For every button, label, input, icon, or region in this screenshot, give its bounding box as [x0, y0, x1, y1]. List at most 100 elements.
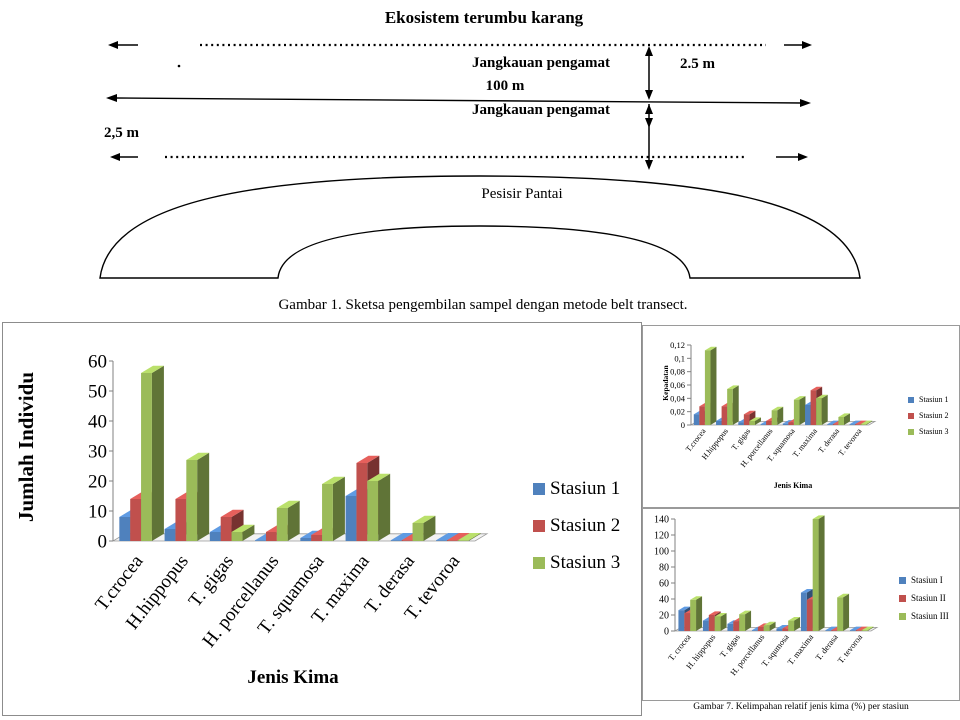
- legend-swatch-stasiun-i: [899, 577, 906, 584]
- vertical-arrowhead-mid: [645, 90, 653, 100]
- y-tick-label: 80: [659, 563, 669, 574]
- bar-stasiun-3-t-gigas: [749, 421, 755, 425]
- bar-top-stasiun-3-t-gigas: [231, 524, 255, 532]
- main-chart-panel: 0 10 20 30 40 50 60 T.crocea H.hippopus T. gigas H…: [2, 322, 642, 716]
- bar-stasiun-2-h-porcellanus: [766, 421, 772, 425]
- bar-stasiun-ii-t-squmosa: [782, 628, 789, 631]
- y-tick-label: 0,1: [674, 353, 685, 363]
- bar-stasiun-3-t-tevoroa: [457, 540, 469, 541]
- legend-label-stasiun-3: Stasiun 3: [550, 552, 620, 573]
- bar-stasiun-2-t-maxima: [810, 390, 817, 425]
- transect-left-arrowhead: [106, 94, 117, 102]
- bar-stasiun-ii-h-porcellanus: [757, 627, 764, 631]
- bar-stasiun-2-t-tevoroa: [446, 540, 458, 541]
- bar-stasiun-3-t-crocea: [141, 373, 152, 541]
- bar-top-stasiun-3-t-squamosa: [322, 476, 345, 484]
- y-tick-label: 0: [681, 420, 685, 430]
- bar-stasiun-3-h-porcellanus: [771, 410, 778, 425]
- bar-stasiun-1-h-hippopus: [716, 421, 722, 425]
- y-tick-label: 0: [664, 627, 669, 638]
- bar-stasiun-2-t-crocea: [699, 406, 705, 425]
- legend-swatch-stasiun-1: [533, 483, 545, 495]
- bar-stasiun-ii-t-maxima: [806, 599, 813, 631]
- bar-top-stasiun-2-t-maxima: [356, 455, 380, 463]
- bar-side-stasiun-3-t-squamosa: [332, 476, 345, 541]
- legend-label-stasiun-iii: Stasiun III: [911, 611, 949, 621]
- bar-stasiun-2-h-hippopus: [721, 406, 728, 425]
- y-tick-label: 20: [88, 472, 107, 493]
- legend-label-stasiun-i: Stasiun I: [911, 575, 943, 585]
- bar-top-stasiun-iii-h-hippopus: [714, 613, 727, 617]
- x-category-label: T. maxima: [785, 632, 815, 667]
- bar-stasiun-2-t-maxima: [356, 463, 368, 541]
- bar-stasiun-1-t-crocea: [119, 517, 131, 541]
- bar-side-stasiun-3-h-porcellanus: [287, 500, 300, 541]
- bar-side-stasiun-iii-t-maxima: [818, 515, 825, 631]
- bar-stasiun-1-t-tevoroa: [436, 540, 447, 541]
- legend-label-stasiun-ii: Stasiun II: [911, 593, 946, 603]
- bar-stasiun-i-t-crocea: [678, 610, 685, 631]
- vertical-arrowhead-mid3: [645, 118, 653, 128]
- bar-stasiun-3-h-hippopus: [186, 460, 198, 541]
- bar-stasiun-ii-t-gigas: [733, 621, 740, 631]
- bar-stasiun-iii-h-hippopus: [714, 616, 721, 631]
- bar-top-stasiun-3-t-tevoroa: [860, 420, 873, 425]
- bar-top-stasiun-3-t-gigas: [749, 417, 761, 421]
- bar-top-stasiun-3-t-maxima: [816, 394, 828, 399]
- bar-side-stasiun-3-t-crocea: [710, 346, 717, 425]
- y-tick-label: 0,06: [670, 380, 685, 390]
- density-chart-panel: 0 0,02 0,04 0,06 0,08 0,1 0,12 T.crocea H.hippop…: [642, 325, 960, 508]
- legend-swatch-stasiun-1: [908, 397, 914, 403]
- label-range-top: Jangkauan pengamat: [472, 55, 610, 71]
- relative-abundance-caption: Gambar 7. Kelimpahan relatif jenis kima …: [693, 702, 909, 712]
- bar-stasiun-3-t-maxima: [816, 398, 822, 425]
- bar-side-stasiun-iii-h-porcellanus: [769, 621, 776, 631]
- bar-stasiun-iii-t-derasa: [837, 597, 844, 631]
- bar-side-stasiun-3-t-tevoroa: [866, 420, 873, 425]
- legend-swatch-stasiun-3: [533, 557, 545, 569]
- y-tick-label: 60: [659, 579, 669, 590]
- bar-side-stasiun-iii-t-crocea: [696, 596, 703, 631]
- bar-stasiun-ii-t-tevoroa: [855, 630, 862, 631]
- label-length: 100 m: [486, 78, 525, 94]
- bar-top-stasiun-1-t-derasa: [390, 533, 414, 541]
- bar-top-stasiun-iii-t-derasa: [837, 593, 850, 598]
- vertical-arrowhead-mid2: [645, 104, 653, 114]
- kepadatan-chart: 00,020,040,060,080,10,12T.croceaH.hippop…: [661, 340, 949, 490]
- bar-top-stasiun-1-t-tevoroa: [849, 420, 862, 425]
- bar-stasiun-2-t-squamosa: [311, 535, 323, 541]
- x-category-label: T. gigas: [730, 427, 753, 452]
- bar-stasiun-3-t-derasa: [412, 523, 424, 541]
- bar-side-stasiun-3-t-tevoroa: [468, 533, 481, 541]
- y-tick-label: 40: [88, 412, 107, 433]
- legend-label-stasiun-2: Stasiun 2: [550, 515, 620, 536]
- bar-side-stasiun-3-t-gigas: [754, 417, 761, 425]
- bar-stasiun-1-t-squamosa: [300, 538, 312, 541]
- bar-top-stasiun-iii-t-gigas: [739, 610, 752, 615]
- bar-top-stasiun-3-t-tevoroa: [457, 533, 481, 541]
- bar-side-stasiun-3-t-squamosa: [799, 396, 806, 425]
- bar-stasiun-i-t-gigas: [727, 623, 734, 631]
- bar-top-stasiun-3-h-hippopus: [727, 385, 739, 389]
- bar-side-stasiun-3-h-porcellanus: [777, 406, 784, 425]
- bar-stasiun-3-t-maxima: [367, 481, 379, 541]
- bar-stasiun-iii-t-gigas: [739, 614, 746, 631]
- bar-stasiun-2-t-gigas: [743, 414, 750, 425]
- bar-stasiun-2-t-tevoroa: [855, 424, 861, 425]
- sketch-caption: Gambar 1. Sketsa pengembilan sampel deng…: [278, 297, 687, 313]
- y-tick-label: 40: [659, 595, 669, 606]
- bar-stasiun-i-t-tevoroa: [849, 630, 856, 631]
- bar-top-stasiun-3-t-maxima: [367, 473, 391, 481]
- bar-stasiun-i-h-porcellanus: [751, 630, 758, 631]
- y-tick-label: 0,02: [670, 407, 685, 417]
- bar-top-stasiun-3-t-derasa: [412, 515, 436, 523]
- bar-top-stasiun-2-t-tevoroa: [446, 533, 470, 541]
- bar-top-stasiun-ii-t-tevoroa: [855, 626, 868, 631]
- vertical-arrowhead-up: [645, 46, 653, 56]
- y-tick-label: 140: [654, 515, 669, 526]
- transect-line: [113, 97, 803, 104]
- y-tick-label: 20: [659, 611, 669, 622]
- bar-stasiun-1-t-squamosa: [782, 423, 789, 425]
- y-axis-title: Jumlah Individu: [14, 372, 38, 522]
